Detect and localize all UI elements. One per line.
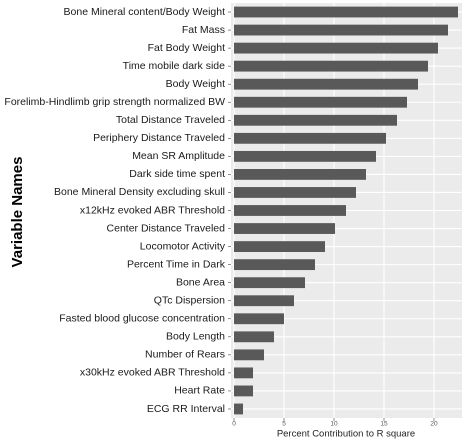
bar — [234, 60, 428, 72]
bar — [234, 78, 418, 90]
y-tick-label: Number of Rears — [145, 349, 225, 361]
bar — [234, 313, 284, 325]
bar — [234, 132, 386, 144]
bar — [234, 277, 305, 289]
bar — [234, 331, 274, 343]
bar — [234, 241, 325, 252]
bar — [234, 6, 458, 18]
y-tick-label: Percent Time in Dark — [127, 258, 226, 270]
x-tick-label: 20 — [430, 421, 438, 428]
y-tick-label: Center Distance Traveled — [107, 222, 226, 234]
x-tick-label: 0 — [232, 421, 236, 428]
x-tick-label: 15 — [380, 421, 388, 428]
bar — [234, 114, 397, 126]
y-tick-label: Heart Rate — [174, 385, 225, 397]
bar — [234, 349, 264, 361]
bar — [234, 295, 294, 307]
y-tick-label: Fat Mass — [182, 24, 225, 36]
bar — [234, 385, 253, 397]
bar — [234, 367, 253, 379]
bar — [234, 259, 315, 271]
y-tick-label: Bone Mineral content/Body Weight — [64, 6, 226, 18]
y-tick-label: Forelimb-Hindlimb grip strength normaliz… — [4, 96, 225, 108]
y-tick-label: Fasted blood glucose concentration — [59, 313, 225, 325]
bar — [234, 150, 376, 162]
y-tick-label: Bone Mineral Density excluding skull — [54, 186, 225, 198]
y-tick-label: Periphery Distance Traveled — [93, 132, 225, 144]
y-tick-label: Body Length — [166, 331, 225, 343]
bar — [234, 187, 356, 198]
bar — [234, 24, 448, 36]
y-tick-label: Dark side time spent — [129, 168, 225, 180]
bar — [234, 96, 407, 108]
x-tick-label: 5 — [282, 421, 286, 428]
y-tick-label: x30kHz evoked ABR Threshold — [80, 367, 225, 379]
bars — [234, 6, 458, 415]
y-tick-label: QTc Dispersion — [154, 294, 225, 306]
y-tick-label: Bone Area — [176, 276, 225, 288]
y-tick-label: x12kHz evoked ABR Threshold — [80, 204, 225, 216]
y-tick-label: Body Weight — [166, 78, 225, 90]
bar — [234, 223, 335, 234]
x-axis-title: Percent Contribution to R square — [277, 429, 415, 440]
y-tick-label: Mean SR Amplitude — [132, 150, 225, 162]
bar — [234, 205, 346, 216]
y-tick-label: Time mobile dark side — [123, 60, 225, 72]
bar — [234, 403, 243, 415]
bar — [234, 42, 438, 54]
y-tick-label: ECG RR Interval — [147, 403, 225, 415]
bar — [234, 169, 366, 180]
y-tick-label: Locomotor Activity — [140, 240, 226, 252]
y-axis-title: Variable Names — [9, 157, 26, 268]
x-tick-label: 10 — [330, 421, 338, 428]
y-tick-label: Total Distance Traveled — [116, 114, 225, 126]
y-tick-label: Fat Body Weight — [148, 42, 226, 54]
